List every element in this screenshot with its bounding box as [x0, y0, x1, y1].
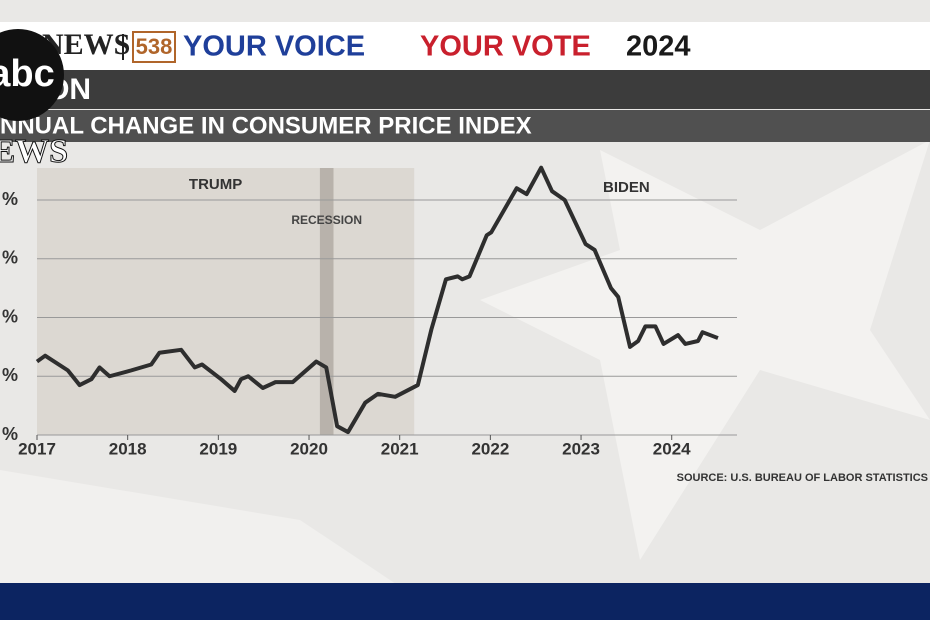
- x-tick-label: 2021: [381, 439, 419, 458]
- x-tick-label: 2019: [199, 439, 237, 458]
- logo-text: abc: [0, 53, 55, 95]
- footer-bar: [0, 583, 930, 620]
- x-tick-label: 2024: [653, 439, 691, 458]
- x-tick-label: 2022: [471, 439, 509, 458]
- slogan: YOUR VOICE: [183, 31, 365, 63]
- logo-text: NEWS: [0, 133, 68, 170]
- x-tick-label: 2023: [562, 439, 600, 458]
- x-tick-label: 2017: [18, 439, 56, 458]
- annotation: BIDEN: [603, 179, 650, 196]
- title-bar: [0, 70, 930, 109]
- subtitle-bar: [0, 110, 930, 142]
- line: [35, 165, 719, 435]
- y-tick-label: %: [2, 365, 18, 385]
- chart-subtitle: NNUAL CHANGE IN CONSUMER PRICE INDEX: [0, 112, 532, 139]
- period-shade: [37, 168, 415, 435]
- slogan: YOUR VOTE: [420, 31, 591, 63]
- period-label: TRUMP: [189, 176, 242, 193]
- x-tick-label: 2020: [290, 439, 328, 458]
- bg-shape: [0, 470, 420, 600]
- source: SOURCE: U.S. BUREAU OF LABOR STATISTICS: [677, 472, 928, 484]
- badge: 538: [136, 34, 173, 59]
- y-tick-label: %: [2, 424, 18, 444]
- period-label: RECESSION: [291, 213, 362, 227]
- logo-circle: [0, 29, 64, 121]
- star-shape: [480, 140, 930, 560]
- y-tick-label: %: [2, 306, 18, 326]
- y-tick-label: %: [2, 189, 18, 209]
- header-year: 2024: [626, 31, 691, 63]
- period-shade: [319, 168, 334, 435]
- y-tick-label: %: [2, 248, 18, 268]
- x-tick-label: 2018: [109, 439, 147, 458]
- badge-box: [132, 31, 176, 63]
